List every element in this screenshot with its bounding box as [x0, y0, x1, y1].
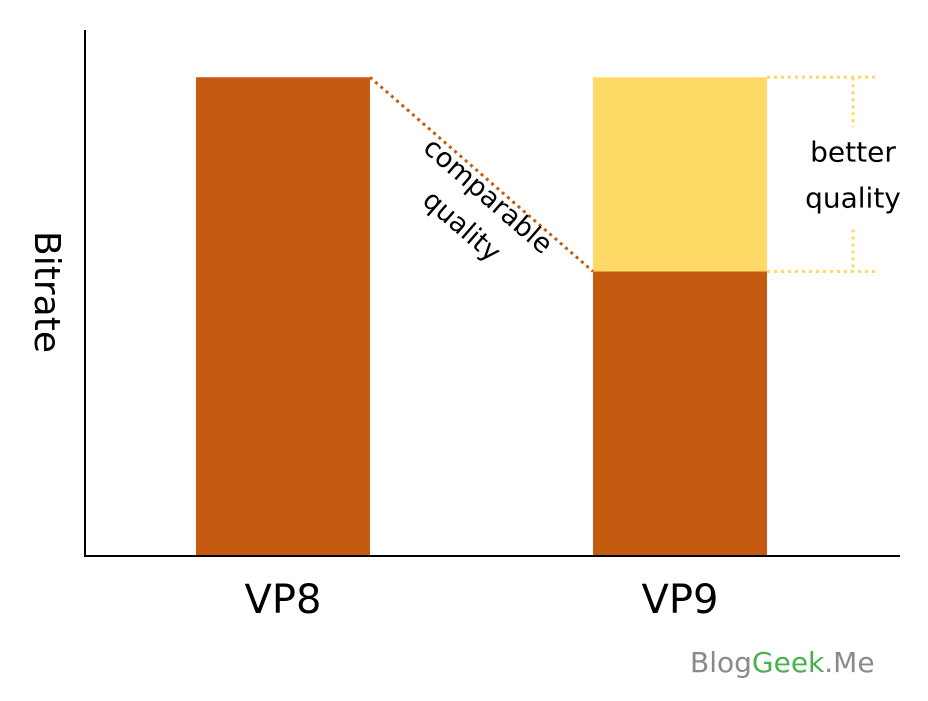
watermark-part: .Me	[824, 646, 874, 679]
bar-segment	[593, 77, 767, 272]
annotation-text: better	[810, 135, 896, 168]
y-axis-label: Bitrate	[26, 231, 67, 353]
bar-segment	[593, 271, 767, 555]
watermark-part: Geek	[752, 646, 825, 679]
x-tick-label: VP8	[245, 577, 322, 623]
bar-segment	[196, 77, 370, 555]
watermark-part: Blog	[690, 646, 752, 679]
watermark: BlogGeek.Me	[690, 646, 875, 679]
comparison-line	[369, 76, 594, 273]
x-tick-label: VP9	[642, 577, 719, 623]
annotation-text: quality	[805, 181, 901, 214]
